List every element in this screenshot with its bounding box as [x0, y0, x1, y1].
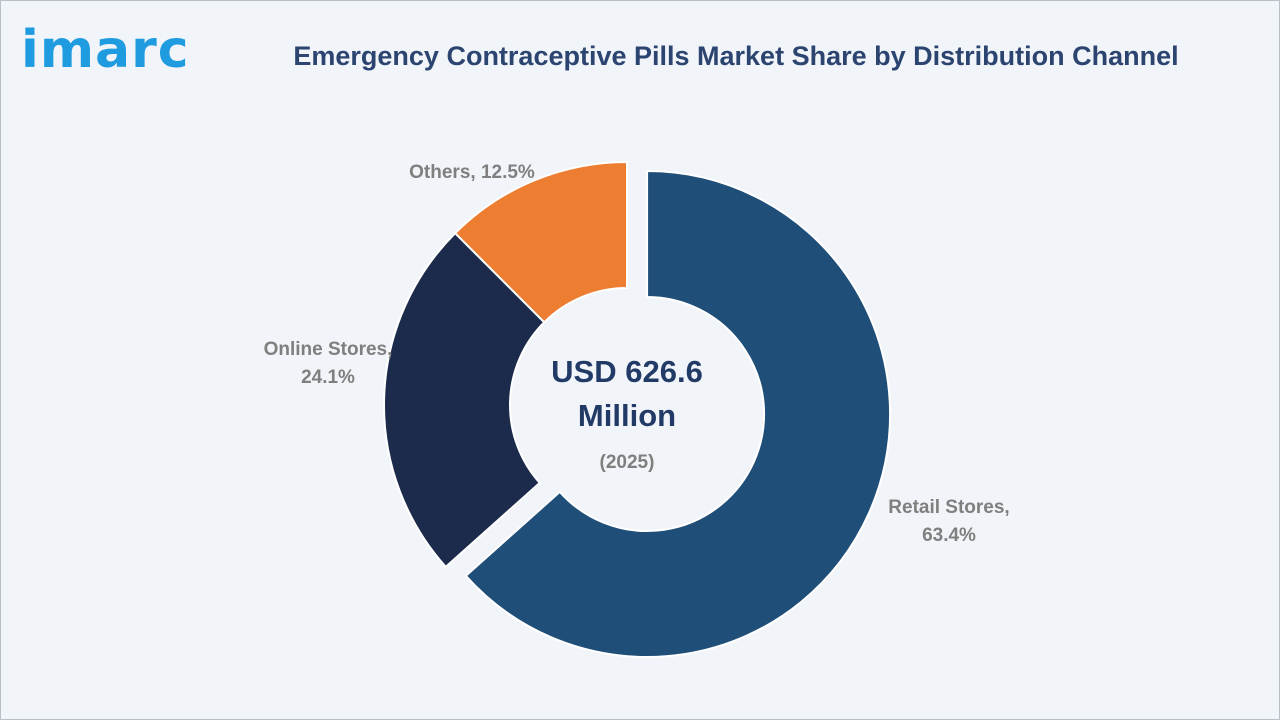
slice-online-stores [383, 231, 546, 569]
center-year: (2025) [600, 452, 655, 473]
slice-retail-stores [464, 169, 892, 658]
slice-labels-group: Retail Stores, 63.4% Online Stores, 24.1% Ot… [264, 162, 1010, 546]
center-value-line2: Million [578, 398, 676, 433]
center-value-line1: USD 626.6 [551, 354, 703, 389]
slices-group [383, 160, 892, 658]
slice-others [453, 160, 628, 324]
label-retail-stores: Retail Stores, 63.4% [888, 497, 1009, 546]
chart-title: Emergency Contraceptive Pills Market Sha… [293, 41, 1179, 71]
label-others: Others, 12.5% [409, 162, 535, 183]
imarc-logo: imarc [21, 19, 190, 89]
label-online-stores: Online Stores, 24.1% [264, 339, 393, 388]
center-label-group: USD 626.6 Million (2025) [551, 354, 703, 473]
logo-text: imarc [21, 20, 190, 80]
